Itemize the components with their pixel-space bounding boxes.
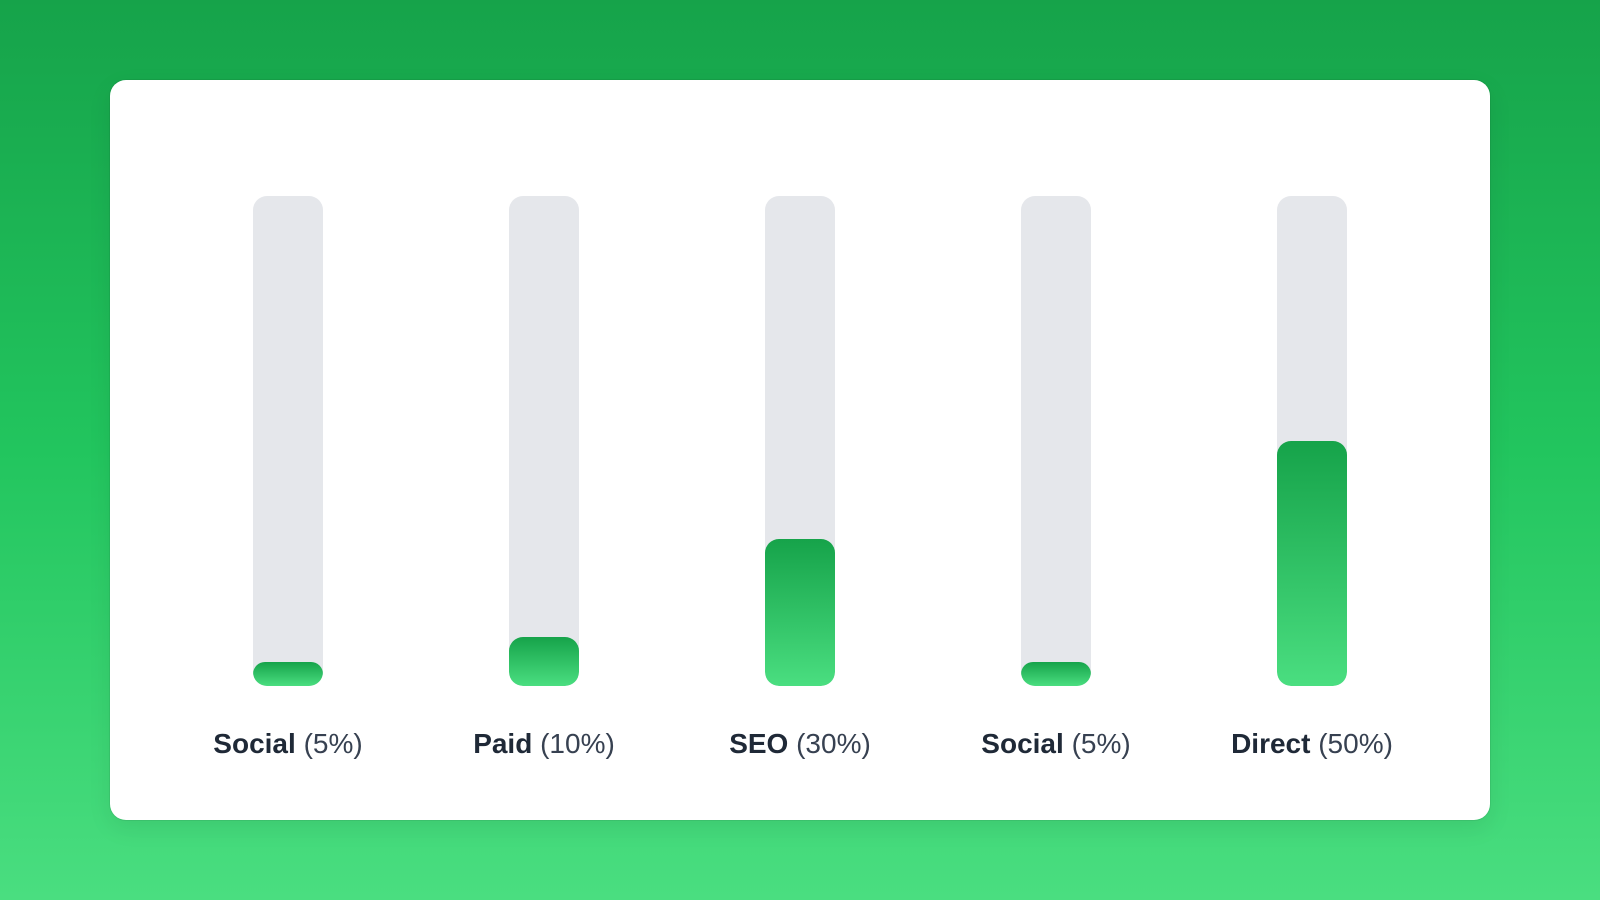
bar-track [1277,196,1347,686]
bar-col: Paid (10%) [446,196,642,760]
bar-label: Direct (50%) [1231,728,1393,760]
bar-label-name: SEO [729,728,788,759]
bar-fill [1021,662,1091,687]
bar-col: Direct (50%) [1214,196,1410,760]
bar-label-pct: (5%) [304,728,363,759]
bars-row: Social (5%) Paid (10%) SEO [190,140,1410,760]
bar-col: SEO (30%) [702,196,898,760]
bar-col: Social (5%) [958,196,1154,760]
bar-fill [253,662,323,687]
bar-label: SEO (30%) [729,728,871,760]
bar-track [765,196,835,686]
bar-label-pct: (5%) [1072,728,1131,759]
bar-fill [1277,441,1347,686]
bar-label: Social (5%) [213,728,362,760]
chart-card: Social (5%) Paid (10%) SEO [110,80,1490,820]
bar-label-name: Social [213,728,295,759]
bar-track [509,196,579,686]
bar-fill [509,637,579,686]
bar-label-name: Direct [1231,728,1310,759]
bar-col: Social (5%) [190,196,386,760]
bar-fill [765,539,835,686]
bar-track [1021,196,1091,686]
bar-label-pct: (30%) [796,728,871,759]
bar-label-pct: (50%) [1318,728,1393,759]
bar-track [253,196,323,686]
bar-label-name: Social [981,728,1063,759]
bar-label-name: Paid [473,728,532,759]
bar-label: Social (5%) [981,728,1130,760]
bar-label: Paid (10%) [473,728,615,760]
page-backdrop: Social (5%) Paid (10%) SEO [0,0,1600,900]
bar-label-pct: (10%) [540,728,615,759]
